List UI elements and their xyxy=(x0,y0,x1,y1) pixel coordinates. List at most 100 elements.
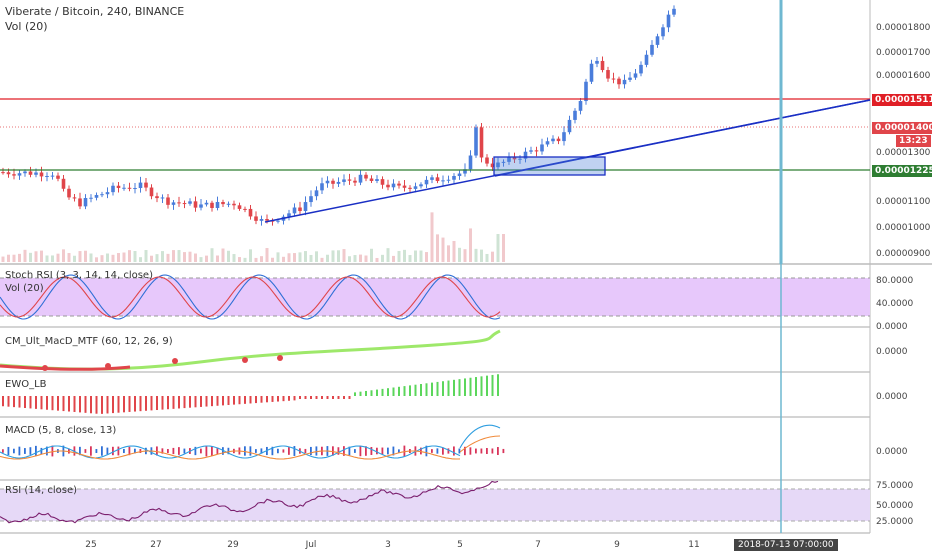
y-tick: 0.0000 xyxy=(876,447,908,457)
macd-hist-bar xyxy=(425,445,428,457)
chart-title-block: Viberate / Bitcoin, 240, BINANCE Vol (20… xyxy=(5,4,184,34)
volume-bar xyxy=(331,250,335,262)
candle xyxy=(628,77,632,80)
macd-hist-bar xyxy=(68,448,70,454)
candle xyxy=(276,220,280,222)
candle xyxy=(644,54,649,65)
macd-label: MACD (5, 8, close, 13) xyxy=(5,425,117,436)
candle xyxy=(122,187,126,189)
candle xyxy=(314,190,319,197)
ewo-bar xyxy=(497,374,499,396)
candle xyxy=(386,184,390,188)
x-tick: 25 xyxy=(85,540,97,550)
candle xyxy=(105,192,110,195)
macd-hist-bar xyxy=(40,447,43,455)
volume-bar xyxy=(216,255,219,262)
volume-bar xyxy=(408,255,412,262)
candle xyxy=(364,174,368,179)
macd-hist-bar xyxy=(277,448,279,454)
ewo-bar xyxy=(370,390,373,396)
countdown-badge: 13:23 xyxy=(896,135,931,147)
volume-bar xyxy=(221,248,225,262)
ewo-bar xyxy=(414,384,417,396)
ewo-bar xyxy=(90,396,92,414)
candle xyxy=(67,188,71,198)
volume-bar xyxy=(100,255,104,262)
volume-bar xyxy=(84,250,87,262)
volume-bar xyxy=(227,250,230,262)
volume-bar xyxy=(51,255,54,262)
ewo-bar xyxy=(178,396,180,409)
macd-hist-bar xyxy=(244,446,246,456)
macd-hist-bar xyxy=(216,447,219,455)
ewo-bar xyxy=(150,396,153,411)
ewo-bar xyxy=(304,396,307,399)
volume-bar xyxy=(337,250,340,262)
ewo-bar xyxy=(128,396,131,412)
candle xyxy=(171,202,176,205)
ewo-bar xyxy=(392,387,395,396)
candle xyxy=(463,169,467,174)
volume-bar xyxy=(150,255,153,262)
macd-hist-bar xyxy=(2,449,4,453)
ewo-bar xyxy=(293,396,296,401)
macd-hist-bar xyxy=(156,446,158,456)
candle xyxy=(298,207,302,212)
volume-bar xyxy=(139,257,142,262)
macd-hist-bar xyxy=(337,447,340,455)
cm-macd-line-red xyxy=(0,364,131,371)
candle xyxy=(243,208,247,210)
ewo-bar xyxy=(29,396,32,409)
macd-hist-bar xyxy=(35,445,37,457)
ewo-bar xyxy=(227,396,230,406)
ewo-bar xyxy=(299,396,301,399)
ewo-bar xyxy=(238,396,241,405)
ewo-bar xyxy=(376,389,378,396)
macd-hist-bar xyxy=(431,449,433,453)
candle xyxy=(56,175,60,179)
candle xyxy=(606,70,610,79)
volume-bar xyxy=(111,254,115,262)
volume-bar xyxy=(463,249,467,262)
ewo-bar xyxy=(2,396,4,407)
macd-hist-bar xyxy=(304,448,307,454)
ewo-bar xyxy=(24,396,26,408)
candle xyxy=(45,176,49,178)
ewo-bar xyxy=(387,388,389,396)
macd-hist-bar xyxy=(51,445,54,457)
x-tick: 29 xyxy=(227,540,239,550)
volume-bar xyxy=(56,253,60,262)
candle xyxy=(485,157,489,164)
ewo-bar xyxy=(68,396,70,412)
y-tick: 0.00001300 xyxy=(876,148,931,158)
volume-bar xyxy=(447,245,450,262)
ewo-bar xyxy=(326,396,329,399)
candle xyxy=(188,201,192,204)
candle xyxy=(430,177,434,180)
candle xyxy=(199,204,203,208)
candle xyxy=(501,161,506,163)
candle xyxy=(100,194,104,196)
ewo-bar xyxy=(211,396,213,407)
candle xyxy=(177,202,181,204)
ewo-bar xyxy=(145,396,147,411)
x-tick: 11 xyxy=(688,540,700,550)
rsi-band xyxy=(0,489,870,521)
volume-bar xyxy=(122,252,126,262)
ewo-bar xyxy=(205,396,208,407)
macd-hist-bar xyxy=(288,447,290,455)
macd-hist-bar xyxy=(354,449,356,453)
ewo-bar xyxy=(62,396,65,412)
candle xyxy=(551,138,555,142)
candle xyxy=(523,151,528,159)
candle xyxy=(166,197,170,205)
candle xyxy=(584,81,588,102)
candle xyxy=(12,174,16,176)
macd-hist-bar xyxy=(480,448,483,454)
stoch-d-line xyxy=(0,276,501,318)
ewo-bar xyxy=(161,396,164,410)
macd-hist-bar xyxy=(491,448,494,454)
volume-bar xyxy=(348,256,351,262)
ewo-bar xyxy=(106,396,109,414)
